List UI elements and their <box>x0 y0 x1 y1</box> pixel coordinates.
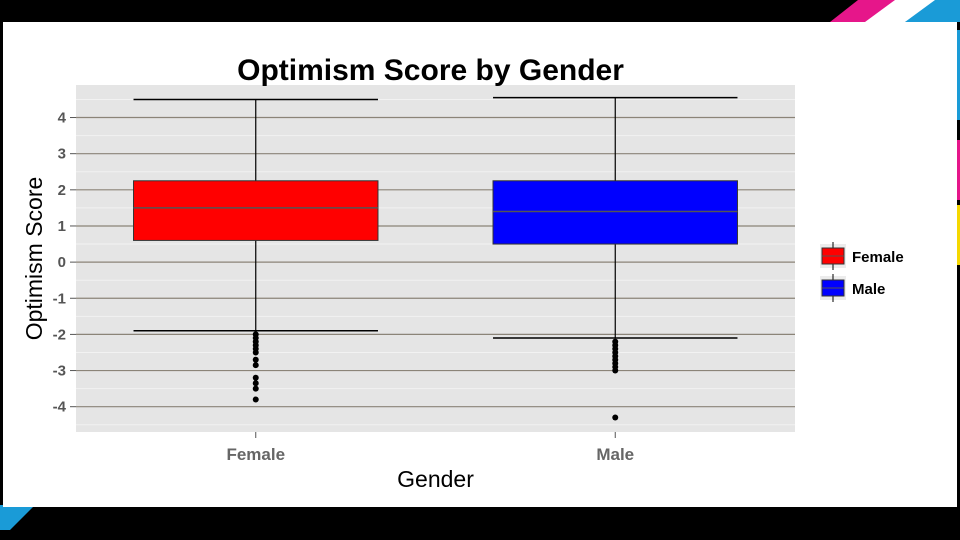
legend: Female Male <box>820 242 904 302</box>
chart-title: Optimism Score by Gender <box>237 54 624 87</box>
outlier-point <box>612 414 619 421</box>
accent-stripe-blue <box>905 0 960 22</box>
y-tick-label: -2 <box>53 326 66 343</box>
outlier-point <box>252 374 259 381</box>
accent-stripe-bottom-left <box>0 505 35 530</box>
outlier-point <box>252 356 259 363</box>
y-axis-ticks: 4 3 2 1 0 -1 -2 -3 -4 <box>53 110 76 416</box>
accent-edge-yellow <box>957 205 960 265</box>
accent-edge-pink <box>957 140 960 200</box>
y-tick-label: 3 <box>58 146 66 163</box>
outlier-point <box>252 349 259 356</box>
legend-label: Female <box>852 249 904 266</box>
x-axis-ticks: Female Male <box>226 432 634 464</box>
legend-label: Male <box>852 281 885 298</box>
y-tick-label: 4 <box>58 110 67 127</box>
iqr-box <box>133 180 379 241</box>
accent-stripe-white <box>865 0 935 22</box>
y-tick-label: -1 <box>53 290 66 307</box>
box-series <box>133 96 738 421</box>
y-tick-label: -4 <box>53 399 67 416</box>
y-tick-label: 1 <box>58 218 66 235</box>
outlier-point <box>252 362 259 369</box>
x-axis-label: Gender <box>397 466 474 492</box>
outlier-point <box>252 385 259 392</box>
box-male <box>492 96 738 421</box>
legend-item-female: Female <box>820 242 904 270</box>
y-axis-label: Optimism Score <box>21 177 47 341</box>
grid-lines <box>76 98 795 426</box>
x-tick-label: Female <box>226 445 285 464</box>
y-tick-label: 0 <box>58 254 66 271</box>
outlier-point <box>252 380 259 387</box>
accent-edge-blue <box>957 30 960 120</box>
y-tick-label: 2 <box>58 182 66 199</box>
box-female <box>133 98 379 403</box>
plot-background <box>76 85 795 432</box>
y-tick-label: -3 <box>53 363 66 380</box>
outlier-point <box>612 367 619 374</box>
x-tick-label: Male <box>596 445 634 464</box>
outlier-point <box>252 396 259 403</box>
legend-item-male: Male <box>820 274 885 302</box>
iqr-box <box>492 180 738 245</box>
